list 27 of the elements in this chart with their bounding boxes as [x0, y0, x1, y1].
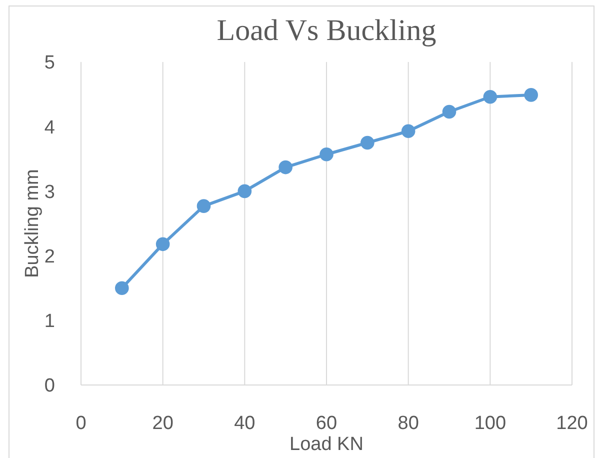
- y-tick-label: 3: [44, 182, 55, 203]
- y-tick-label: 5: [44, 52, 55, 74]
- x-tick-label: 40: [234, 413, 256, 434]
- point: [278, 160, 292, 174]
- y-tick-label: 1: [44, 311, 55, 332]
- x-tick-label: 60: [316, 413, 338, 434]
- chart-title: Load Vs Buckling: [216, 14, 436, 47]
- x-tick-label: 80: [398, 413, 419, 434]
- y-axis-title: Buckling mm: [22, 169, 43, 278]
- point: [483, 90, 498, 104]
- point: [115, 281, 129, 295]
- y-tick-label: 4: [44, 117, 56, 138]
- point: [524, 88, 538, 102]
- point: [360, 136, 374, 150]
- point: [238, 184, 252, 198]
- x-axis-title: Load KN: [290, 434, 364, 455]
- x-tick-label: 120: [556, 413, 588, 434]
- y-tick-label: 0: [44, 376, 55, 397]
- x-tick-label: 20: [152, 413, 174, 434]
- point: [320, 147, 334, 162]
- point: [196, 199, 211, 213]
- point: [442, 104, 456, 119]
- x-tick-label: 0: [76, 413, 86, 434]
- point: [156, 237, 170, 252]
- point: [401, 124, 416, 138]
- x-tick-label: 100: [474, 413, 506, 434]
- y-tick-label: 2: [44, 246, 55, 268]
